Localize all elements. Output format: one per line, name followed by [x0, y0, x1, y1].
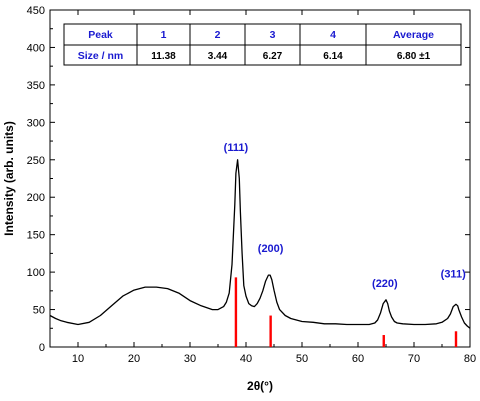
series-line-1	[49, 159, 471, 329]
x-tick-label-3: 30	[184, 353, 196, 365]
peak-label-2: (200)	[258, 243, 284, 255]
x-tick-label-5: 50	[296, 353, 308, 365]
y-tick-label-4: 150	[27, 230, 45, 242]
plot-frame	[49, 9, 471, 348]
y-axis-title: Intensity (arb. units)	[2, 121, 16, 236]
x-axis-title: 2θ(°)	[247, 379, 273, 393]
x-tick-label-2: 20	[128, 353, 140, 365]
table-value-cell-5: 6.14	[323, 51, 343, 62]
y-tick-label-9: 400	[27, 42, 45, 54]
table-header-cell-4: 3	[270, 29, 276, 41]
x-tick-label-8: 80	[464, 353, 476, 365]
peak-label-4: (311)	[441, 268, 466, 280]
y-tick-label-5: 200	[27, 192, 45, 204]
table-value-cell-6: 6.80 ±1	[397, 51, 431, 62]
table-value-cell-1: Size / nm	[78, 50, 124, 62]
table-value-cell-3: 3.44	[208, 51, 228, 62]
y-tick-label-2: 50	[33, 305, 45, 317]
y-tick-label-8: 350	[27, 80, 45, 92]
table-value-cell-2: 11.38	[151, 51, 176, 62]
size-table: Peak 1 2 3 4 Average Size / nm 11.38 3.44 6.27 6.1…	[63, 23, 462, 66]
y-tick-label-10: 450	[27, 5, 45, 17]
y-tick-label-1: 0	[39, 342, 45, 354]
x-tick-label-4: 40	[240, 353, 252, 365]
data-layer: (111) (200) (220) (311)	[49, 142, 471, 347]
table-value-cell-4: 6.27	[263, 51, 283, 62]
y-tick-label-6: 250	[27, 155, 45, 167]
x-tick-label-6: 60	[352, 353, 364, 365]
peak-label-1: (111)	[224, 142, 249, 154]
table-header-cell-3: 2	[215, 29, 221, 41]
axes: 10 20 30 40 50 60 70 80 0 50 100 150 200 250 300 350 400…	[27, 5, 476, 365]
table-header-cell-2: 1	[161, 29, 167, 41]
peak-label-3: (220)	[372, 278, 398, 290]
y-tick-label-3: 100	[27, 267, 45, 279]
x-tick-label-1: 10	[72, 353, 84, 365]
x-tick-label-7: 70	[408, 353, 420, 365]
y-tick-label-7: 300	[27, 117, 45, 129]
table-header-cell-5: 4	[330, 29, 336, 41]
plot-area	[49, 9, 471, 348]
table-header-cell-1: Peak	[88, 29, 113, 41]
table-header-cell-6: Average	[393, 29, 434, 41]
